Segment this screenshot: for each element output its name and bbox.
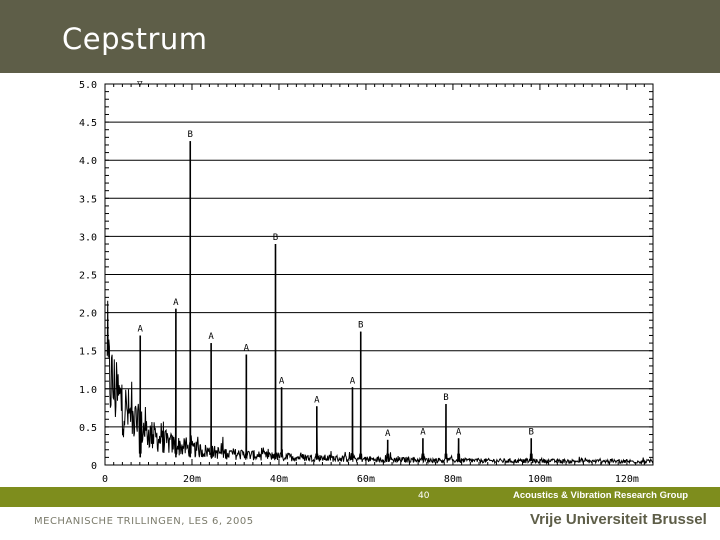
peak-label: A	[279, 376, 285, 386]
y-tick-label: 2.5	[79, 271, 97, 282]
peak-label: A	[456, 427, 462, 437]
y-tick-label: 2.0	[79, 309, 97, 320]
header-bar: Cepstrum	[0, 0, 720, 73]
cursor-marker: ▽	[137, 79, 143, 89]
peak-label: B	[529, 427, 534, 437]
slide-title: Cepstrum	[62, 22, 208, 56]
peak-label: A	[138, 324, 144, 334]
y-tick-label: 3.5	[79, 194, 97, 205]
y-tick-label: 3.0	[79, 232, 97, 243]
x-tick-label: 60m	[357, 474, 375, 485]
footer-band	[0, 487, 720, 507]
peak-label: A	[420, 427, 426, 437]
peak-label: B	[443, 393, 448, 403]
peak-label: A	[173, 298, 179, 308]
cepstrum-trace	[106, 141, 654, 466]
peak-label: A	[208, 332, 214, 342]
x-tick-label: 40m	[270, 474, 288, 485]
y-tick-label: 4.5	[79, 118, 97, 129]
y-tick-label: 1.0	[79, 385, 97, 396]
x-tick-label: 100m	[528, 474, 552, 485]
peak-label: A	[385, 429, 391, 439]
y-tick-label: 0.5	[79, 423, 97, 434]
y-tick-label: 0	[91, 461, 97, 472]
x-tick-label: 0	[102, 474, 108, 485]
page-number: 40	[418, 491, 430, 501]
university-name: Vrije Universiteit Brussel	[530, 511, 707, 528]
peak-label: B	[188, 130, 193, 140]
y-tick-label: 1.5	[79, 347, 97, 358]
x-tick-label: 120m	[615, 474, 639, 485]
peak-label: A	[244, 344, 250, 354]
peak-label: A	[350, 376, 356, 386]
y-tick-label: 4.0	[79, 156, 97, 167]
peak-label: B	[358, 321, 363, 331]
peak-label: A	[314, 395, 320, 405]
peak-label: B	[273, 233, 278, 243]
research-group-name: Acoustics & Vibration Research Group	[513, 490, 689, 501]
cepstrum-chart: 0 0.5 1.0 1.5 2.0 2.5 3.0 3.5 4.0 4.5 5.0 0 20m 40m 60…	[79, 79, 654, 485]
x-tick-label: 80m	[444, 474, 462, 485]
y-tick-label: 5.0	[79, 80, 97, 91]
course-title: MECHANISCHE TRILLINGEN, LES 6, 2005	[34, 516, 254, 527]
x-tick-label: 20m	[183, 474, 201, 485]
